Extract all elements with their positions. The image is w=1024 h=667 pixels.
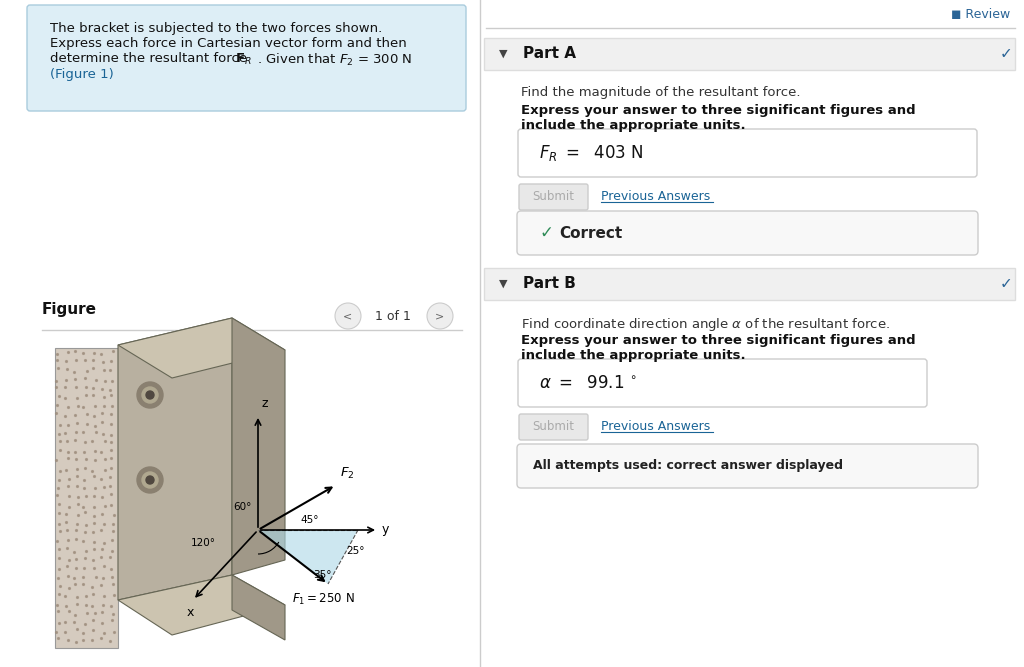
Text: $F_R\ =\ \ 403\ \mathrm{N}$: $F_R\ =\ \ 403\ \mathrm{N}$	[539, 143, 644, 163]
Text: 45°: 45°	[300, 515, 318, 525]
Polygon shape	[232, 575, 285, 640]
Text: ◼ Review: ◼ Review	[950, 8, 1010, 21]
Text: <: <	[343, 311, 352, 321]
Circle shape	[142, 387, 158, 403]
Text: 25°: 25°	[346, 546, 365, 556]
FancyBboxPatch shape	[517, 444, 978, 488]
Text: Correct: Correct	[559, 225, 623, 241]
Text: >: >	[435, 311, 444, 321]
Circle shape	[142, 472, 158, 488]
Text: $F_1 = 250\ \mathrm{N}$: $F_1 = 250\ \mathrm{N}$	[292, 592, 354, 607]
Circle shape	[427, 303, 453, 329]
Text: Submit: Submit	[532, 191, 574, 203]
Text: Express your answer to three significant figures and: Express your answer to three significant…	[521, 104, 915, 117]
Text: $\mathbf{F}_R$: $\mathbf{F}_R$	[234, 52, 252, 67]
Text: Part B: Part B	[523, 277, 575, 291]
Text: Express your answer to three significant figures and: Express your answer to three significant…	[521, 334, 915, 347]
Text: $\alpha\ =\ \ 99.1\ ^{\circ}$: $\alpha\ =\ \ 99.1\ ^{\circ}$	[539, 374, 637, 392]
Circle shape	[335, 303, 361, 329]
Circle shape	[146, 391, 154, 399]
Text: 120°: 120°	[191, 538, 216, 548]
Text: Express each force in Cartesian vector form and then: Express each force in Cartesian vector f…	[50, 37, 407, 50]
FancyBboxPatch shape	[518, 129, 977, 177]
Text: All attempts used: correct answer displayed: All attempts used: correct answer displa…	[534, 460, 843, 472]
Text: Previous Answers: Previous Answers	[601, 420, 711, 434]
Text: 60°: 60°	[233, 502, 252, 512]
FancyBboxPatch shape	[519, 184, 588, 210]
Polygon shape	[232, 318, 285, 575]
FancyBboxPatch shape	[518, 359, 927, 407]
Text: Previous Answers: Previous Answers	[601, 191, 711, 203]
Text: y: y	[382, 524, 389, 536]
Text: 35°: 35°	[313, 570, 332, 580]
Text: $F_2$: $F_2$	[340, 466, 354, 481]
Text: ✓: ✓	[999, 47, 1012, 61]
Text: include the appropriate units.: include the appropriate units.	[521, 349, 745, 362]
Text: Submit: Submit	[532, 420, 574, 434]
Polygon shape	[118, 318, 285, 378]
Text: include the appropriate units.: include the appropriate units.	[521, 119, 745, 132]
Text: determine the resultant force: determine the resultant force	[50, 52, 251, 65]
Text: ✓: ✓	[999, 277, 1012, 291]
Text: Find the magnitude of the resultant force.: Find the magnitude of the resultant forc…	[521, 86, 801, 99]
Text: Find coordinate direction angle $\alpha$ of the resultant force.: Find coordinate direction angle $\alpha$…	[521, 316, 890, 333]
Text: ▼: ▼	[499, 49, 507, 59]
Text: Part A: Part A	[523, 47, 575, 61]
Text: z: z	[261, 397, 267, 410]
FancyBboxPatch shape	[27, 5, 466, 111]
FancyBboxPatch shape	[484, 268, 1015, 300]
Text: Figure: Figure	[42, 302, 97, 317]
Polygon shape	[258, 530, 358, 584]
FancyBboxPatch shape	[484, 38, 1015, 70]
Text: x: x	[186, 606, 194, 619]
Text: ✓: ✓	[539, 224, 553, 242]
Polygon shape	[55, 348, 118, 648]
Circle shape	[137, 467, 163, 493]
Text: (Figure 1): (Figure 1)	[50, 68, 114, 81]
FancyBboxPatch shape	[519, 414, 588, 440]
Text: 1 of 1: 1 of 1	[375, 309, 411, 323]
Text: ▼: ▼	[499, 279, 507, 289]
Circle shape	[137, 382, 163, 408]
Polygon shape	[118, 318, 232, 600]
Polygon shape	[118, 575, 285, 635]
FancyBboxPatch shape	[517, 211, 978, 255]
Text: . Given that $F_2$ = 300 N: . Given that $F_2$ = 300 N	[257, 52, 413, 68]
Text: The bracket is subjected to the two forces shown.: The bracket is subjected to the two forc…	[50, 22, 382, 35]
Circle shape	[146, 476, 154, 484]
